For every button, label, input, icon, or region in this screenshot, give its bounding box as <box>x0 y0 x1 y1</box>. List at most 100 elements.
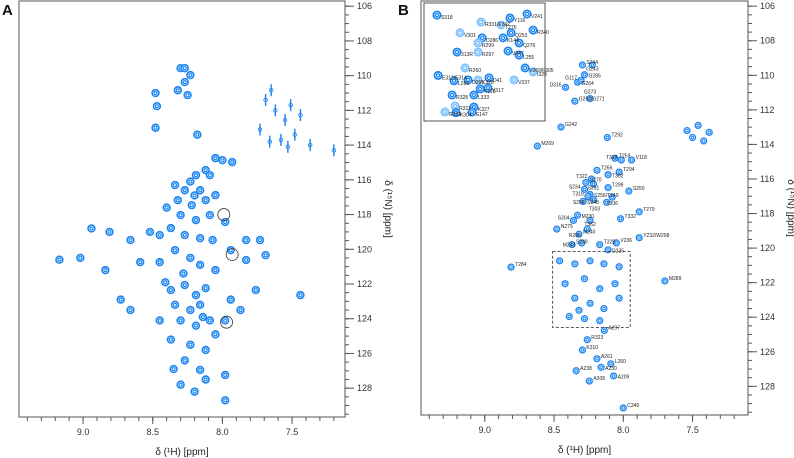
inset-zoom-panel: S318 R331/E342 Y116 V241 T276 R340 K144 V301 D28… <box>423 2 554 122</box>
assigned-peak <box>578 239 586 247</box>
spectrum-peak <box>241 235 251 245</box>
inset-peak-label: K144 <box>507 38 519 44</box>
peak-contour-center <box>477 51 480 54</box>
peak-contour-center <box>264 254 267 257</box>
peak-contour-center <box>588 380 591 382</box>
peak-contour-center <box>299 294 302 297</box>
peak-contour-center <box>708 131 710 134</box>
peak-contour-ring <box>56 257 63 263</box>
peak-contour-ring <box>237 307 244 313</box>
peak-contour-center <box>174 303 176 306</box>
peak-contour-ring <box>175 197 181 203</box>
inset-peak-label: L255 <box>523 55 534 61</box>
y-tick-label: 122 <box>357 279 372 289</box>
sidechain-peak <box>257 123 263 136</box>
spectrum-peak <box>586 299 594 307</box>
y-tick-label: 120 <box>357 244 372 254</box>
peak-label: T259 <box>619 153 631 159</box>
sidechain-contour <box>331 148 337 153</box>
peak-contour-center <box>620 159 623 161</box>
peak-contour-center <box>182 272 185 275</box>
peak-contour-center <box>472 93 475 96</box>
peak-contour-center <box>532 70 535 73</box>
peak-contour-ring <box>571 218 576 223</box>
inset-peak-label: E312/E314 <box>442 75 467 81</box>
peak-contour-center <box>451 93 454 96</box>
inset-peak <box>483 83 493 93</box>
spectrum-peak <box>105 227 114 237</box>
inset-peak <box>496 20 506 30</box>
peak-label: K310 <box>586 345 598 351</box>
inset-peak-label: K115 <box>484 89 496 95</box>
y-tick-label: 118 <box>357 210 371 220</box>
peak-contour-center <box>603 263 605 265</box>
assigned-peak <box>604 171 612 179</box>
peak-contour-center <box>179 383 182 386</box>
peak-contour-ring <box>184 92 191 98</box>
peak-contour-ring <box>580 347 585 353</box>
peak-contour-center <box>571 243 573 246</box>
peak-label: S250 <box>633 186 645 192</box>
spectrum-peak <box>565 312 573 321</box>
sidechain-contour <box>273 108 278 113</box>
spectrum-peak <box>575 306 583 314</box>
peak-contour-ring <box>172 247 178 253</box>
peak-contour-center <box>574 297 576 299</box>
peak-label: T279 <box>643 207 655 213</box>
assigned-peak <box>553 225 561 233</box>
peak-contour-ring <box>212 331 219 338</box>
spectrum-peak <box>180 77 189 87</box>
peak-contour-ring <box>191 388 198 395</box>
peak-label: T292 <box>611 133 623 139</box>
peak-contour-center <box>618 297 620 299</box>
inset-peak <box>528 67 538 77</box>
peak-label: G273 <box>584 90 596 96</box>
y-tick-label: 114 <box>760 139 774 149</box>
peak-contour-center <box>582 200 584 203</box>
peak-contour-center <box>589 219 591 222</box>
peak-contour-center <box>437 74 440 77</box>
peak-contour-ring <box>601 261 607 267</box>
peak-contour-ring <box>118 296 124 303</box>
peak-label: T266 <box>601 165 613 171</box>
inset-peak <box>449 76 459 86</box>
spectrum-peak <box>220 370 230 380</box>
peak-contour-center <box>79 257 82 259</box>
peak-label: G243 <box>586 66 598 72</box>
peak-contour-center <box>477 41 480 44</box>
peak-contour-ring <box>695 123 701 128</box>
peak-contour-ring <box>127 307 134 313</box>
peak-contour-ring <box>194 132 200 138</box>
spectrum-peak <box>126 235 135 245</box>
spectrum-peak <box>173 195 183 205</box>
inset-peak-label: V247 <box>512 51 524 57</box>
sidechain-peak <box>273 104 278 117</box>
peak-contour-center <box>500 24 503 26</box>
spectrum-peak <box>600 260 608 268</box>
peak-contour-center <box>618 265 620 268</box>
sidechain-peak <box>307 139 313 152</box>
spectrum-peak <box>169 364 178 374</box>
peak-contour-center <box>583 277 586 280</box>
spectrum-peak <box>218 156 227 165</box>
peak-contour-ring <box>579 240 585 246</box>
peak-contour-ring <box>573 368 579 374</box>
spectrum-peak <box>187 200 196 210</box>
peak-label: T299 <box>612 183 624 189</box>
assigned-peak <box>593 355 601 363</box>
sidechain-peak <box>278 133 284 146</box>
peak-label: G117 <box>565 76 577 82</box>
peak-contour-center <box>224 319 227 322</box>
peak-contour-center <box>158 319 161 322</box>
spectrum-peak <box>615 263 623 271</box>
peak-contour-center <box>581 64 584 66</box>
spectrum-peak <box>205 316 215 325</box>
spectrum-peak <box>211 265 220 275</box>
peak-contour-ring <box>219 157 226 163</box>
inset-peak <box>432 10 442 20</box>
peak-label: V118 <box>636 155 648 161</box>
peak-contour-center <box>204 378 207 381</box>
peak-contour-center <box>456 51 459 54</box>
peak-label: A297 <box>608 326 620 332</box>
peak-contour-ring <box>451 77 457 84</box>
